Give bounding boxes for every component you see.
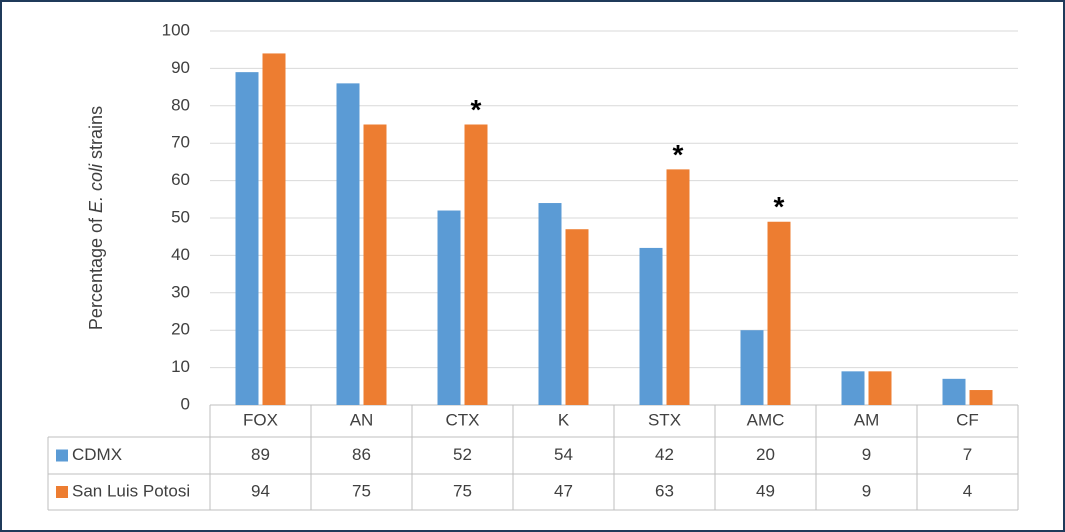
bar	[565, 229, 589, 405]
table-value: 52	[453, 445, 472, 464]
bar	[740, 330, 764, 405]
x-tick-label: FOX	[243, 410, 278, 429]
bar	[841, 371, 865, 405]
significance-mark: *	[774, 191, 785, 222]
table-value: 75	[352, 481, 371, 500]
table-value: 89	[251, 445, 270, 464]
y-axis-label: Percentage of E. coli strains	[86, 106, 106, 330]
y-tick-label: 0	[181, 394, 190, 413]
table-value: 9	[862, 445, 871, 464]
bar	[767, 221, 791, 405]
legend-label: San Luis Potosi	[72, 481, 190, 500]
y-tick-label: 20	[171, 320, 190, 339]
legend-label: CDMX	[72, 445, 122, 464]
y-tick-label: 100	[162, 20, 190, 39]
bar	[235, 72, 259, 405]
x-tick-label: CF	[956, 410, 979, 429]
table-value: 63	[655, 481, 674, 500]
y-tick-label: 70	[171, 133, 190, 152]
y-tick-label: 90	[171, 58, 190, 77]
bar	[538, 203, 562, 405]
table-value: 94	[251, 481, 270, 500]
x-tick-label: AMC	[747, 410, 785, 429]
bar	[666, 169, 690, 405]
significance-mark: *	[471, 94, 482, 125]
y-tick-label: 40	[171, 245, 190, 264]
y-label-part: Percentage of	[86, 213, 106, 330]
x-tick-label: CTX	[446, 410, 480, 429]
x-tick-label: AN	[350, 410, 374, 429]
y-tick-label: 30	[171, 282, 190, 301]
bar	[262, 53, 286, 405]
x-tick-label: AM	[854, 410, 880, 429]
legend-swatch	[56, 486, 68, 498]
table-value: 4	[963, 481, 972, 500]
y-tick-label: 10	[171, 357, 190, 376]
bar	[868, 371, 892, 405]
table-value: 7	[963, 445, 972, 464]
table-value: 86	[352, 445, 371, 464]
x-tick-label: K	[558, 410, 570, 429]
y-label-part: strains	[86, 106, 106, 164]
table-value: 42	[655, 445, 674, 464]
bar	[942, 378, 966, 405]
x-tick-label: STX	[648, 410, 681, 429]
table-value: 9	[862, 481, 871, 500]
significance-mark: *	[673, 139, 684, 170]
table-value: 75	[453, 481, 472, 500]
y-tick-label: 60	[171, 170, 190, 189]
bar	[363, 124, 387, 405]
bar	[437, 210, 461, 405]
table-value: 47	[554, 481, 573, 500]
bar	[464, 124, 488, 405]
bar	[336, 83, 360, 406]
y-tick-label: 50	[171, 207, 190, 226]
y-tick-label: 80	[171, 95, 190, 114]
table-value: 20	[756, 445, 775, 464]
y-label-part: E. coli	[86, 163, 106, 213]
legend-swatch	[56, 449, 68, 462]
table-value: 49	[756, 481, 775, 500]
bar	[969, 390, 993, 405]
bar	[639, 247, 663, 405]
table-value: 54	[554, 445, 573, 464]
